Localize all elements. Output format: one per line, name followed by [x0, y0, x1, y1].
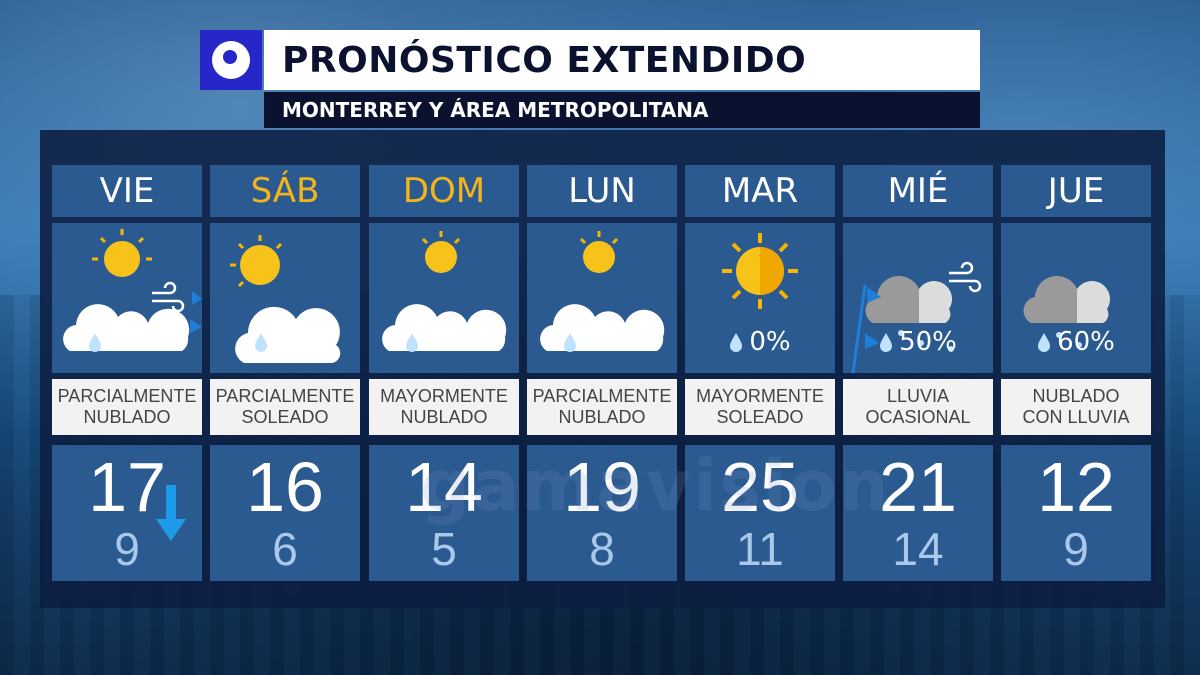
raindrop-icon [730, 333, 743, 352]
day-label: SÁB [210, 165, 360, 217]
day-label: LUN [527, 165, 677, 217]
day-column: LUN 10% PARCIALMENTE NUBLADO 19 8 [527, 165, 677, 581]
temperature-box: 12 9 [1001, 445, 1151, 581]
min-temp: 9 [1063, 523, 1089, 575]
temperature-box: 21 14 [843, 445, 993, 581]
condition-label: PARCIALMENTE NUBLADO [52, 379, 202, 435]
rain-chance: 50% [843, 327, 993, 357]
page-subtitle: MONTERREY Y ÁREA METROPOLITANA [282, 98, 709, 122]
day-label: VIE [52, 165, 202, 217]
rain-chance: 0% [210, 327, 360, 357]
weather-icon-box: 10% [369, 223, 519, 373]
condition-line: PARCIALMENTE [215, 386, 355, 406]
day-column: VIE 20% PARCIALMENTE NUBLADO 17 9 [52, 165, 202, 581]
condition-line: NUBLADO [1032, 386, 1120, 406]
day-column: MAR 0% MAYORMENTE SOLEADO 25 11 [685, 165, 835, 581]
day-label: MIÉ [843, 165, 993, 217]
condition-line: NUBLADO [558, 407, 646, 427]
day-column: JUE 60% NUBLADO CON LLUVIA 12 9 [1001, 165, 1151, 581]
weather-icon-box: 50% [843, 223, 993, 373]
temperature-box: 14 5 [369, 445, 519, 581]
temperature-box: 19 8 [527, 445, 677, 581]
weather-icon-box: 0% [210, 223, 360, 373]
min-temp: 11 [736, 523, 784, 575]
raindrop-icon [1038, 333, 1051, 352]
condition-line: PARCIALMENTE [57, 386, 197, 406]
rain-percent: 0% [749, 327, 791, 357]
condition-label: PARCIALMENTE NUBLADO [527, 379, 677, 435]
condition-label: NUBLADO CON LLUVIA [1001, 379, 1151, 435]
condition-line: MAYORMENTE [380, 386, 508, 406]
day-column: DOM 10% MAYORMENTE NUBLADO 14 5 [369, 165, 519, 581]
max-temp: 14 [405, 448, 483, 526]
day-column: SÁB 0% PARCIALMENTE SOLEADO 16 6 [210, 165, 360, 581]
max-temp: 25 [721, 448, 799, 526]
max-temp: 21 [879, 448, 957, 526]
condition-line: LLUVIA [886, 386, 950, 406]
cloudy-rain-icon [1023, 276, 1111, 348]
rain-percent: 50% [899, 327, 957, 357]
channel-logo [200, 30, 262, 90]
weather-icon-box: 60% [1001, 223, 1151, 373]
day-column: MIÉ 50% LLUVIA OCASIONAL 21 14 [843, 165, 993, 581]
temperature-box: 17 9 [52, 445, 202, 581]
page-title: PRONÓSTICO EXTENDIDO [282, 39, 807, 81]
rain-chance: 10% [527, 327, 677, 357]
rain-chance: 10% [369, 327, 519, 357]
rain-percent: 10% [583, 327, 641, 357]
rain-percent: 0% [274, 327, 316, 357]
temperature-box: 16 6 [210, 445, 360, 581]
max-temp: 12 [1037, 448, 1115, 526]
condition-line: NUBLADO [83, 407, 171, 427]
weather-icon-box: 20% [52, 223, 202, 373]
channel-9-logo-icon [212, 41, 250, 79]
condition-line: OCASIONAL [865, 407, 971, 427]
condition-line: SOLEADO [716, 407, 804, 427]
condition-line: SOLEADO [241, 407, 329, 427]
rain-chance: 20% [52, 327, 202, 357]
day-label: DOM [369, 165, 519, 217]
condition-label: MAYORMENTE SOLEADO [685, 379, 835, 435]
rain-chance: 60% [1001, 327, 1151, 357]
condition-label: MAYORMENTE NUBLADO [369, 379, 519, 435]
rain-percent: 20% [108, 327, 166, 357]
day-label: MAR [685, 165, 835, 217]
rain-percent: 10% [425, 327, 483, 357]
condition-label: PARCIALMENTE SOLEADO [210, 379, 360, 435]
down-arrow-icon [156, 485, 186, 541]
weather-icon-box: 10% [527, 223, 677, 373]
weather-icon-box: 0% [685, 223, 835, 373]
max-temp: 16 [246, 448, 324, 526]
condition-line: CON LLUVIA [1022, 407, 1130, 427]
raindrop-icon [255, 333, 268, 352]
rain-windy-icon [851, 261, 982, 373]
min-temp: 5 [431, 523, 457, 575]
sunny-icon [722, 233, 798, 309]
condition-label: LLUVIA OCASIONAL [843, 379, 993, 435]
raindrop-icon [406, 333, 419, 352]
title-bar: PRONÓSTICO EXTENDIDO [264, 30, 980, 90]
max-temp: 19 [563, 448, 641, 526]
raindrop-icon [880, 333, 893, 352]
min-temp: 9 [114, 523, 140, 575]
temperature-box: 25 11 [685, 445, 835, 581]
rain-percent: 60% [1057, 327, 1115, 357]
subtitle-bar: MONTERREY Y ÁREA METROPOLITANA [264, 92, 980, 128]
rain-chance: 0% [685, 327, 835, 357]
min-temp: 6 [272, 523, 298, 575]
condition-line: MAYORMENTE [696, 386, 824, 406]
min-temp: 8 [589, 523, 615, 575]
raindrop-icon [564, 333, 577, 352]
raindrop-icon [89, 333, 102, 352]
min-temp: 14 [892, 523, 944, 575]
condition-line: NUBLADO [400, 407, 488, 427]
max-temp: 17 [88, 448, 166, 526]
condition-line: PARCIALMENTE [532, 386, 672, 406]
day-label: JUE [1001, 165, 1151, 217]
